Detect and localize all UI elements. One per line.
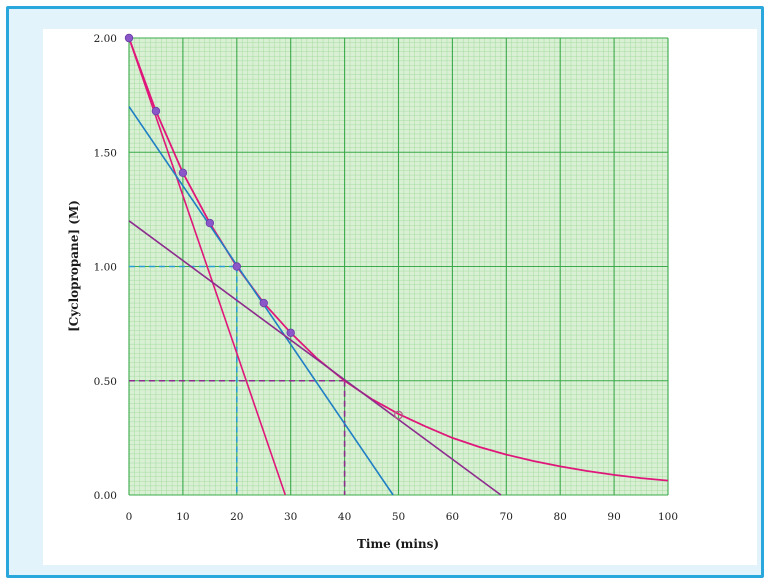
y-tick-label: 1.00	[94, 262, 117, 274]
data-point	[205, 218, 215, 228]
x-tick-label: 50	[392, 511, 405, 523]
data-point	[259, 298, 268, 308]
x-tick-label: 30	[284, 511, 297, 523]
x-tick-label: 60	[446, 511, 459, 523]
data-point	[232, 262, 241, 271]
data-point	[151, 106, 161, 116]
x-tick-label: 80	[554, 511, 567, 523]
x-tick-label: 90	[607, 511, 620, 523]
x-tick-label: 100	[658, 511, 678, 523]
tangent-line	[128, 220, 502, 496]
y-tick-label: 0.50	[94, 376, 117, 388]
data-point	[124, 33, 134, 43]
x-tick-label: 0	[126, 511, 133, 523]
x-tick-label: 40	[338, 511, 351, 523]
data-point	[178, 168, 188, 178]
x-tick-label: 10	[176, 511, 189, 523]
y-tick-label: 0.00	[94, 490, 117, 502]
y-tick-label: 2.00	[94, 33, 117, 45]
x-tick-label: 70	[500, 511, 513, 523]
y-axis-label: [Cyclopropane] (M)	[67, 200, 81, 332]
open-data-point	[394, 410, 403, 420]
y-tick-label: 1.50	[94, 147, 117, 159]
data-point	[286, 328, 295, 337]
x-tick-label: 20	[230, 511, 243, 523]
x-axis-label: Time (mins)	[357, 537, 439, 551]
